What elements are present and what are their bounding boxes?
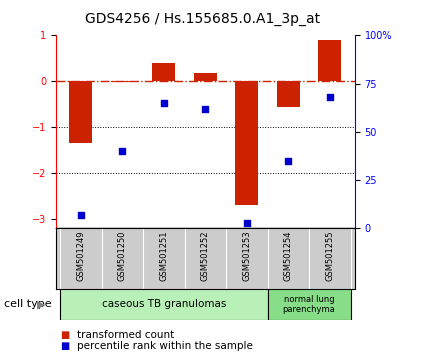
- Text: caseous TB granulomas: caseous TB granulomas: [101, 299, 226, 309]
- Bar: [235, 81, 258, 205]
- Text: ▶: ▶: [37, 299, 45, 309]
- Text: cell type: cell type: [4, 299, 52, 309]
- Point: [285, 158, 292, 164]
- Text: GSM501253: GSM501253: [243, 230, 251, 281]
- Text: GSM501249: GSM501249: [76, 230, 85, 281]
- Point: [326, 94, 333, 100]
- Text: GSM501254: GSM501254: [284, 230, 293, 281]
- Text: transformed count: transformed count: [77, 330, 175, 339]
- Point: [243, 220, 250, 225]
- Bar: [111, 81, 134, 82]
- Bar: [152, 63, 175, 81]
- Bar: [319, 40, 341, 81]
- Point: [77, 212, 84, 218]
- Text: percentile rank within the sample: percentile rank within the sample: [77, 341, 253, 351]
- Bar: [194, 73, 217, 81]
- Text: normal lung
parenchyma: normal lung parenchyma: [283, 295, 335, 314]
- Bar: [267, 289, 350, 320]
- Bar: [69, 81, 92, 143]
- Text: GDS4256 / Hs.155685.0.A1_3p_at: GDS4256 / Hs.155685.0.A1_3p_at: [85, 12, 319, 27]
- Text: GSM501251: GSM501251: [160, 230, 168, 281]
- Bar: [60, 289, 267, 320]
- Bar: [277, 81, 300, 107]
- Point: [202, 106, 209, 112]
- Text: ■: ■: [60, 341, 70, 351]
- Text: GSM501250: GSM501250: [118, 230, 127, 281]
- Point: [160, 100, 167, 106]
- Text: ■: ■: [60, 330, 70, 339]
- Text: GSM501252: GSM501252: [201, 230, 210, 281]
- Point: [119, 148, 126, 154]
- Text: GSM501255: GSM501255: [326, 230, 335, 281]
